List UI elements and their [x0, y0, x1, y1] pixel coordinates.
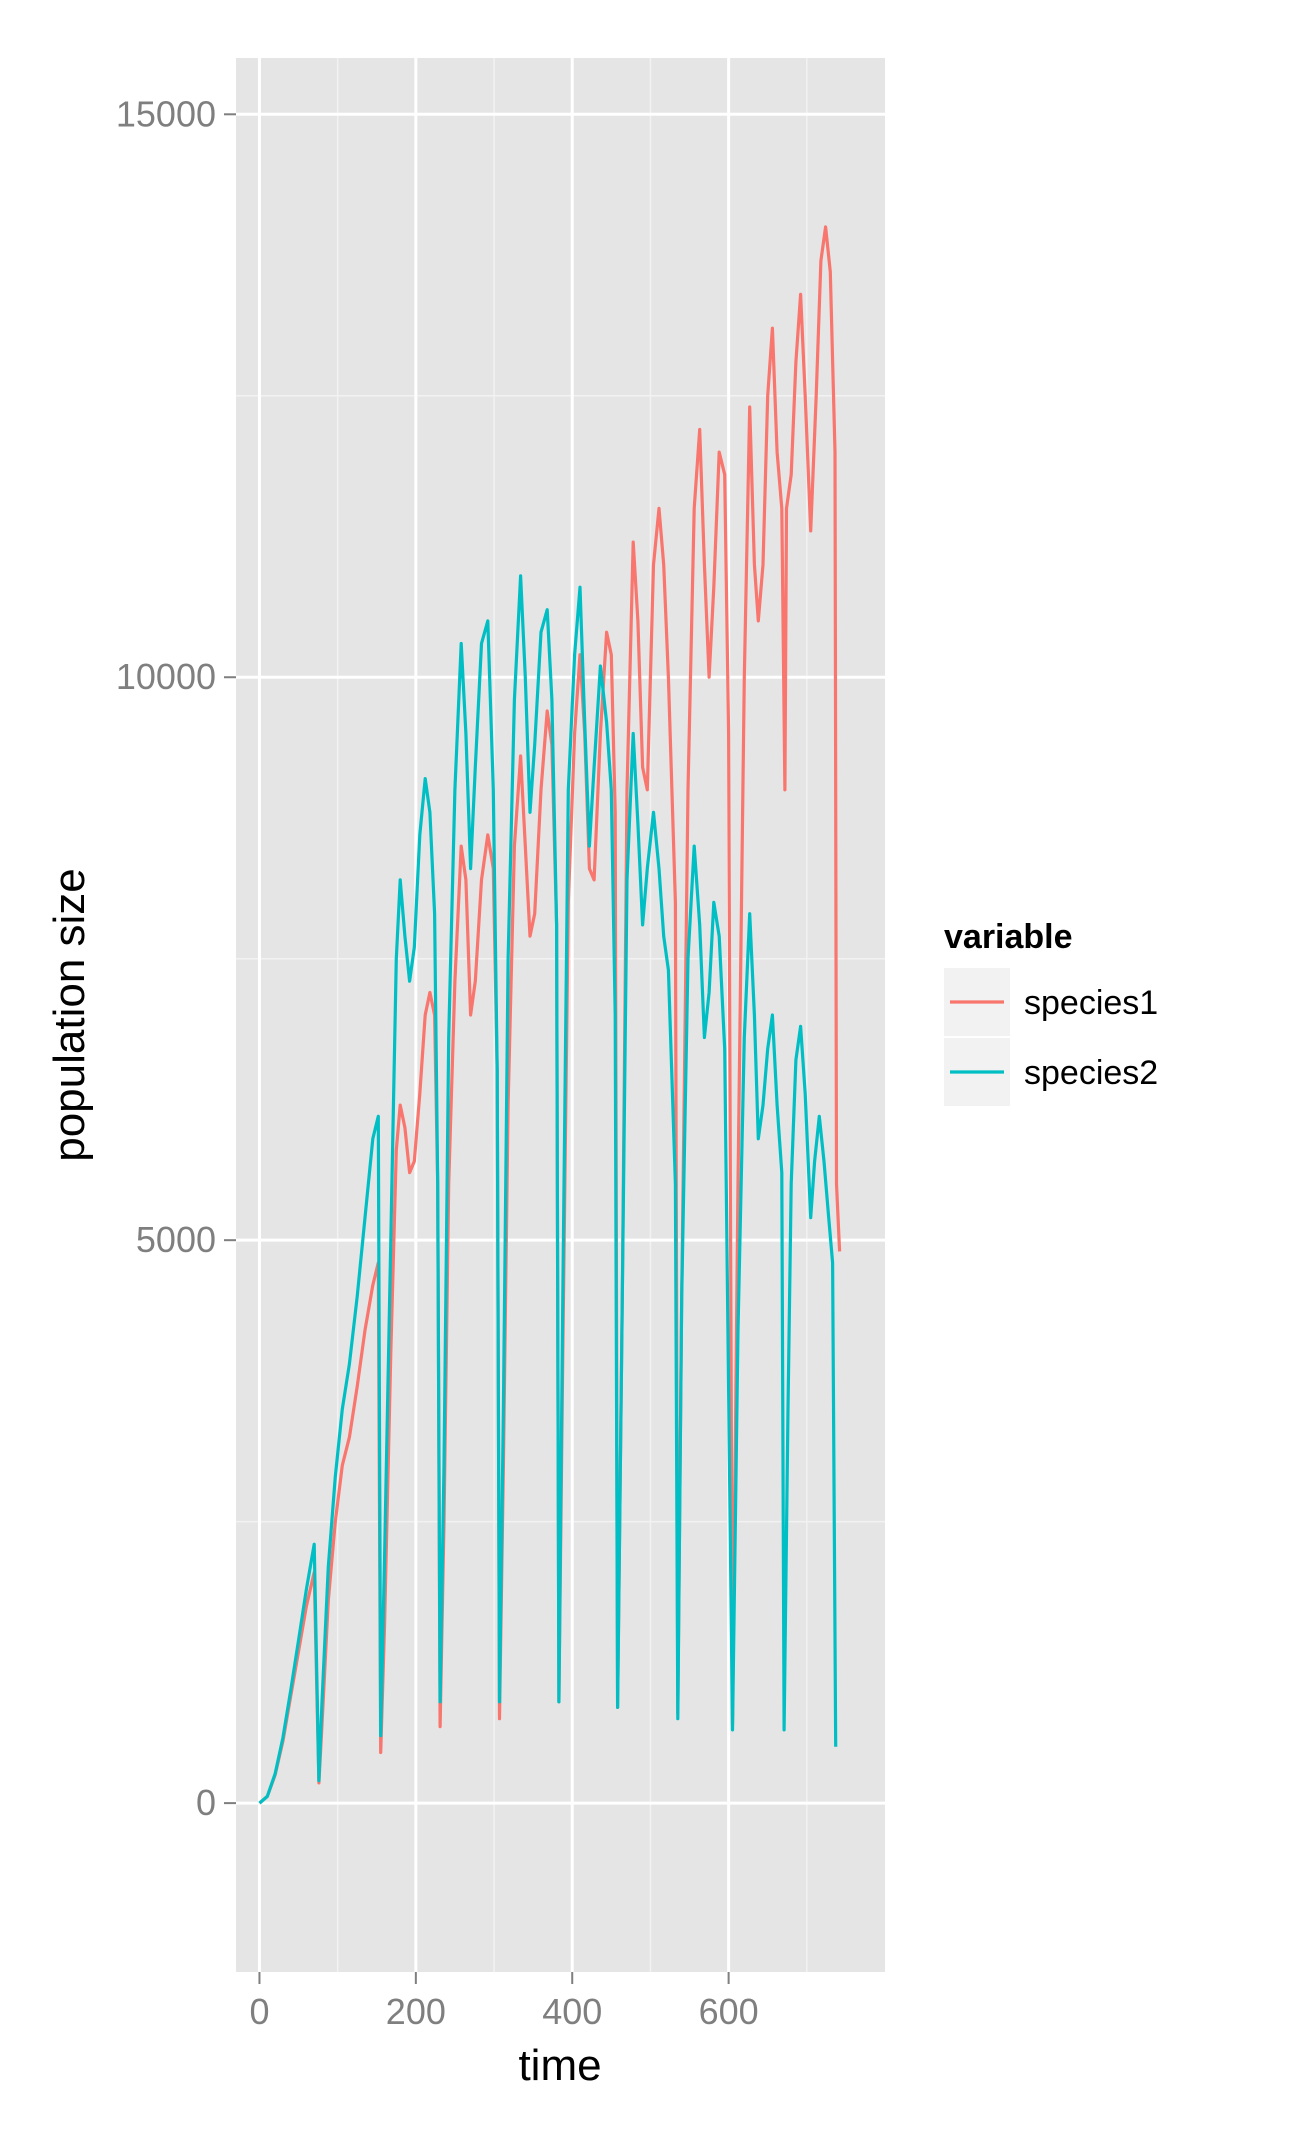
x-tick-label: 600: [699, 1991, 759, 2032]
x-tick-label: 0: [249, 1991, 269, 2032]
y-axis-title: population size: [45, 868, 94, 1162]
minor-gridlines: [236, 58, 885, 1972]
legend-label-species1: species1: [1024, 984, 1158, 1022]
legend-title: variable: [944, 918, 1073, 956]
legend: variable species1 species2: [944, 918, 1158, 1106]
x-tick-label: 400: [542, 1991, 602, 2032]
x-axis-ticks: 0 200 400 600: [249, 1972, 759, 2032]
y-tick-label: 5000: [136, 1219, 216, 1260]
y-axis-ticks: 0 5000 10000 15000: [116, 93, 236, 1823]
x-tick-label: 200: [386, 1991, 446, 2032]
y-tick-label: 15000: [116, 93, 216, 134]
legend-items: species1 species2: [944, 968, 1158, 1106]
x-axis-title: time: [518, 2041, 601, 2090]
series-line-species2: [258, 574, 838, 1805]
y-tick-label: 0: [196, 1782, 216, 1823]
y-tick-label: 10000: [116, 656, 216, 697]
series-lines: [258, 225, 842, 1805]
legend-label-species2: species2: [1024, 1054, 1158, 1092]
